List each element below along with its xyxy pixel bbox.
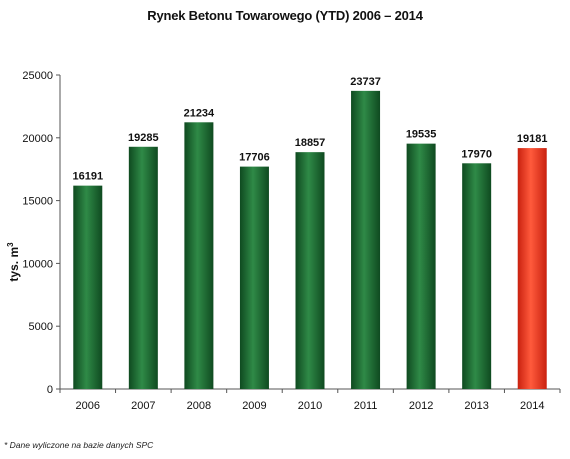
value-label-2012: 19535 <box>406 129 437 141</box>
y-tick-label: 25000 <box>22 70 53 82</box>
bar-2011 <box>351 90 381 389</box>
x-tick-label-2009: 2009 <box>242 400 266 412</box>
y-axis-label-superscript: 3 <box>6 242 15 247</box>
y-axis-label: tys. m3 <box>6 242 21 282</box>
value-label-2008: 21234 <box>184 107 215 119</box>
y-tick-label: 15000 <box>22 196 53 208</box>
bar-2007 <box>128 146 158 389</box>
x-tick-label-2014: 2014 <box>520 400 544 412</box>
value-label-2006: 16191 <box>72 171 103 183</box>
y-axis-label-text: tys. m <box>7 247 21 282</box>
bar-2008 <box>184 122 214 389</box>
bar-2014 <box>517 148 547 389</box>
x-tick-label-2007: 2007 <box>131 400 155 412</box>
bar-2010 <box>295 152 325 389</box>
bars <box>73 90 547 389</box>
value-label-2009: 17706 <box>239 152 270 164</box>
y-tick-label: 20000 <box>22 133 53 145</box>
value-label-2007: 19285 <box>128 132 159 144</box>
x-tick-label-2006: 2006 <box>76 400 100 412</box>
bar-2013 <box>462 163 492 389</box>
x-tick-label-2013: 2013 <box>464 400 488 412</box>
bar-2009 <box>239 166 269 389</box>
x-tick-label-2010: 2010 <box>298 400 322 412</box>
chart-title: Rynek Betonu Towarowego (YTD) 2006 – 201… <box>147 8 423 23</box>
y-tick-label: 0 <box>47 384 53 396</box>
footnote: * Dane wyliczone na bazie danych SPC <box>4 440 154 450</box>
value-label-2010: 18857 <box>295 137 326 149</box>
labels: 16191 2006 19285 2007 21234 2008 17706 2009 1885… <box>72 76 547 412</box>
bar-2012 <box>406 143 436 389</box>
x-tick-label-2011: 2011 <box>354 400 378 412</box>
value-label-2014: 19181 <box>517 133 548 145</box>
value-label-2011: 23737 <box>350 76 381 88</box>
value-label-2013: 17970 <box>461 148 492 160</box>
x-tick-label-2008: 2008 <box>187 400 211 412</box>
bar-2006 <box>73 185 103 389</box>
y-tick-label: 10000 <box>22 258 53 270</box>
y-tick-label: 5000 <box>29 321 53 333</box>
x-tick-label-2012: 2012 <box>409 400 433 412</box>
